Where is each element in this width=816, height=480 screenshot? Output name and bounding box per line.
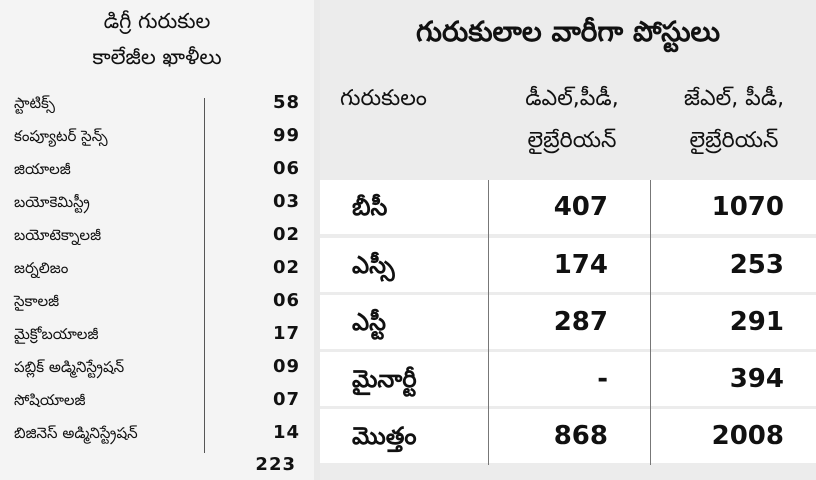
left-title-line2: కాలేజీల ఖాళీలు [92,45,222,69]
posts-by-gurukulam-panel: గురుకులాల వారీగా పోస్టులు గురుకులం డీఎల్… [320,0,816,480]
subject-count: 17 [272,323,300,344]
header-jl-pd-librarian: జేఎల్, పీడీ, లైబ్రేరియన్ [654,82,814,158]
subject-row: మైక్రోబయాలజీ 17 [14,319,304,349]
subject-row: సోషియాలజీ 07 [14,385,304,415]
subject-count: 99 [272,125,300,146]
row-value-dl: 868 [553,421,608,451]
column-divider [650,180,651,465]
header-line: లైబ్రేరియన్ [689,128,779,153]
subject-name: జియాలజీ [14,160,71,178]
row-category: ఎస్టీ [352,308,386,336]
subject-row: కంప్యూటర్ సైన్స్ 99 [14,121,304,151]
column-divider [204,98,205,453]
row-value-dl: 407 [553,192,608,222]
header-line: డీఎల్,పీడీ, [525,86,619,111]
subject-count: 58 [272,92,300,113]
subject-count: 06 [272,158,300,179]
right-panel-title: గురుకులాల వారీగా పోస్టులు [415,15,721,48]
header-line: లైబ్రేరియన్ [527,128,617,153]
subject-row: బిజినెస్ అడ్మినిస్ట్రేషన్ 14 [14,418,304,448]
vacancies-total: 223 [255,454,296,475]
subject-name: బిజినెస్ అడ్మినిస్ట్రేషన్ [14,424,138,442]
row-value-jl: 2008 [711,421,784,451]
subject-row: జియాలజీ 06 [14,154,304,184]
subject-name: పబ్లిక్ అడ్మినిస్ట్రేషన్ [14,358,125,376]
row-value-jl: 394 [729,364,784,394]
header-dl-pd-librarian: డీఎల్,పీడీ, లైబ్రేరియన్ [492,82,652,158]
subject-name: కంప్యూటర్ సైన్స్ [14,127,108,145]
subject-name: స్టాటిక్స్ [14,94,55,112]
subject-count: 14 [272,422,300,443]
column-divider [488,180,489,465]
subject-name: జర్నలిజం [14,259,69,277]
row-value-jl: 253 [729,250,784,280]
subject-count: 03 [272,191,300,212]
row-value-dl: - [597,364,608,394]
subject-row: పబ్లిక్ అడ్మినిస్ట్రేషన్ 09 [14,352,304,382]
row-category: ఎస్సీ [352,251,395,279]
row-value-jl: 291 [729,307,784,337]
table-row-total: మొత్తం 868 2008 [320,409,816,463]
subject-count: 07 [272,389,300,410]
panel-gutter [314,0,320,480]
subject-count: 02 [272,224,300,245]
table-row: ఎస్టీ 287 291 [320,295,816,349]
subject-row: స్టాటిక్స్ 58 [14,88,304,118]
subject-name: మైక్రోబయాలజీ [14,325,99,343]
subject-row: సైకాలజీ 06 [14,286,304,316]
row-value-dl: 287 [553,307,608,337]
header-line: జేఎల్, పీడీ, [683,86,785,111]
degree-gurukula-vacancies-panel: డిగ్రీ గురుకుల కాలేజీల ఖాళీలు స్టాటిక్స్… [0,0,314,480]
row-category: మొత్తం [352,422,417,450]
subject-name: సైకాలజీ [14,292,60,310]
subject-count: 02 [272,257,300,278]
row-value-jl: 1070 [711,192,784,222]
subject-count: 09 [272,356,300,377]
subject-row: బయోటెక్నాలజీ 02 [14,220,304,250]
table-row: మైనార్టీ - 394 [320,352,816,406]
subject-row: బయోకెమిస్ట్రీ 03 [14,187,304,217]
left-title-line1: డిగ్రీ గురుకుల [103,9,211,33]
subject-name: సోషియాలజీ [14,391,86,409]
table-row: బీసీ 407 1070 [320,180,816,234]
subject-count: 06 [272,290,300,311]
row-category: బీసీ [352,193,388,221]
row-value-dl: 174 [553,250,608,280]
subject-name: బయోటెక్నాలజీ [14,226,102,244]
subject-row: జర్నలిజం 02 [14,253,304,283]
row-category: మైనార్టీ [352,365,417,393]
table-row: ఎస్సీ 174 253 [320,238,816,292]
subject-name: బయోకెమిస్ట్రీ [14,193,90,211]
header-gurukulam: గురుకులం [340,86,427,111]
